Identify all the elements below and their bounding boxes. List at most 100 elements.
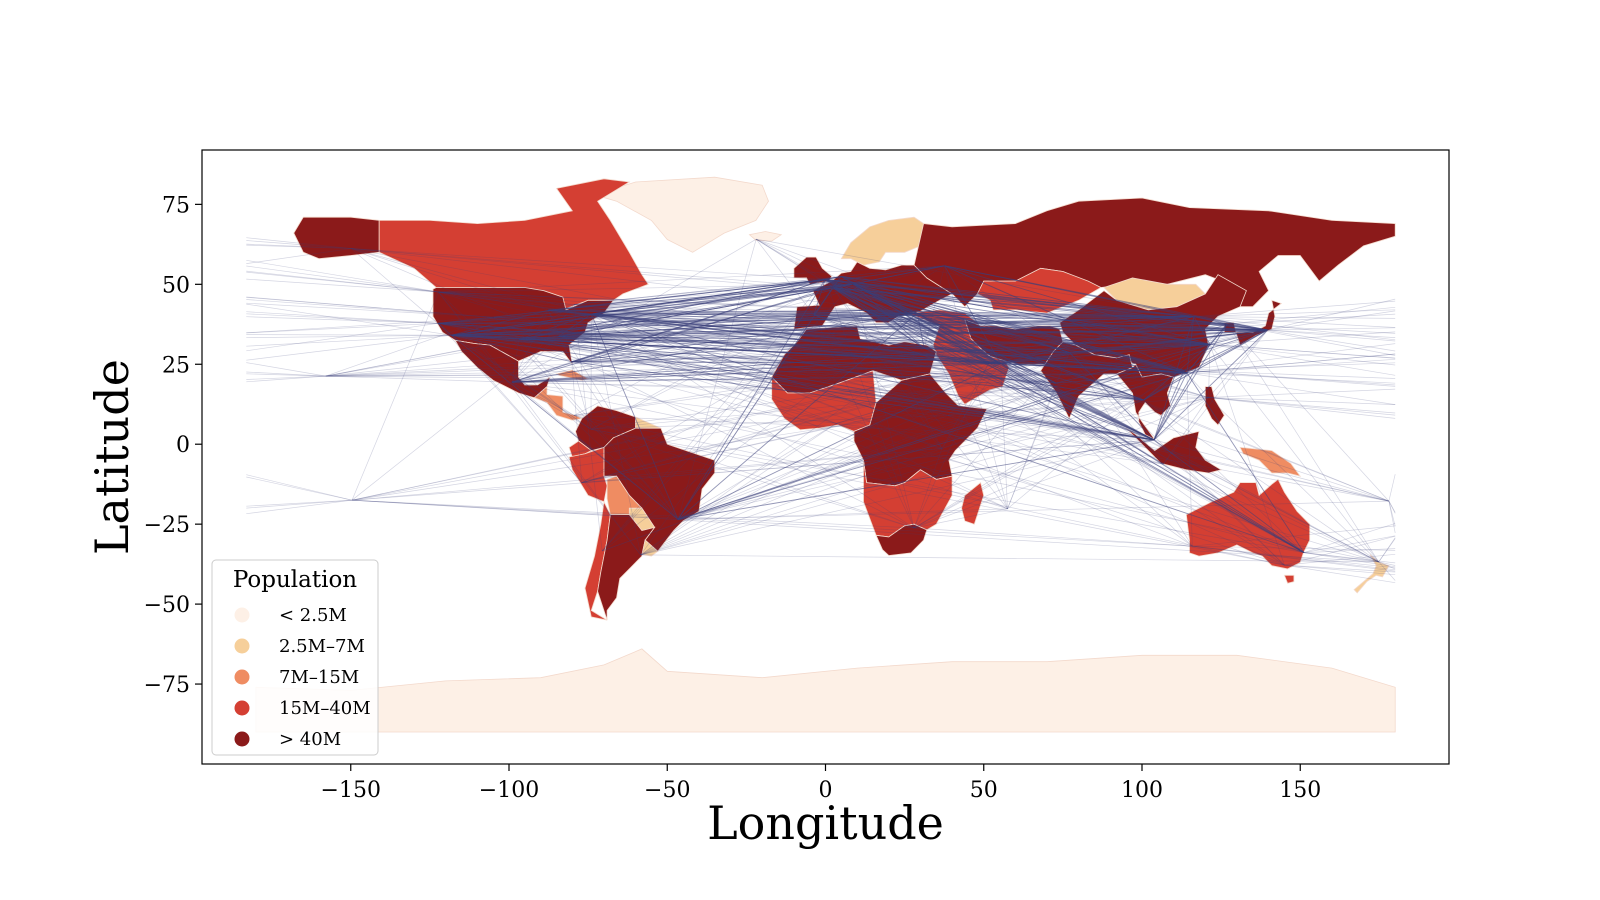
flight-route (451, 334, 679, 520)
flight-route (864, 309, 1305, 553)
flight-route (1227, 323, 1268, 331)
flight-route (1209, 344, 1379, 563)
flight-route (917, 312, 1001, 364)
flight-route (677, 500, 1389, 520)
flight-route (451, 334, 575, 416)
flight-route (832, 287, 1194, 318)
flight-route (917, 312, 1187, 374)
flight-route (1056, 343, 1211, 384)
flight-route (1378, 561, 1396, 566)
flight-route (1186, 316, 1195, 373)
legend: Population < 2.5M 2.5M–7M 7M–15M 15M–40M > 4… (211, 559, 379, 756)
flight-route (351, 248, 826, 280)
legend-swatch (234, 731, 250, 747)
flight-route (864, 309, 1001, 364)
flight-route (1153, 439, 1285, 566)
flight-route (451, 334, 1144, 401)
flight-route (1209, 323, 1228, 345)
flight-route (1208, 329, 1268, 398)
flight-route (1153, 370, 1185, 441)
flight-route (246, 375, 326, 380)
flight-route (437, 322, 452, 336)
flight-route (1056, 382, 1305, 553)
flight-route (825, 279, 1155, 441)
flight-route (351, 336, 559, 501)
flight-route (1267, 329, 1396, 338)
flight-route (640, 554, 1379, 563)
flight-route (1069, 352, 1285, 566)
flight-route (438, 291, 1057, 384)
flight-route (511, 287, 834, 383)
y-tick-label: −75 (144, 673, 190, 698)
flight-route (1388, 501, 1396, 533)
x-axis-ticks: −150 −100 −50 0 50 100 150 (321, 764, 1321, 803)
flight-route (916, 313, 925, 349)
y-axis-title: Latitude (85, 359, 139, 555)
flight-route (351, 248, 592, 315)
flight-route (574, 265, 945, 305)
flight-route (601, 283, 854, 552)
flight-route (677, 399, 1144, 520)
flight-route (518, 339, 679, 520)
flight-route (601, 382, 1057, 552)
flight-route (1193, 316, 1396, 328)
flight-route (1192, 525, 1396, 547)
flight-route (511, 381, 837, 424)
flight-route (813, 314, 1155, 441)
flight-route (351, 499, 915, 529)
flight-route (246, 311, 439, 324)
legend-swatch (234, 607, 250, 623)
flight-route (351, 329, 1268, 501)
flight-route (438, 283, 854, 293)
flight-route (590, 313, 679, 520)
flight-route (438, 322, 1389, 502)
flight-route (590, 372, 1187, 430)
flight-route (601, 287, 834, 552)
flight-route (493, 316, 1155, 441)
flight-route (1143, 399, 1379, 563)
flight-route (1183, 369, 1188, 374)
flight-route (1388, 500, 1396, 513)
flight-route (351, 248, 833, 289)
flight-route (988, 362, 1187, 374)
country-region (1283, 574, 1295, 584)
flight-route (1000, 363, 1008, 509)
flight-route (1227, 323, 1396, 356)
flight-route (1208, 397, 1396, 414)
flight-route (924, 347, 1057, 384)
flight-route (988, 316, 1194, 364)
y-tick-label: 75 (162, 193, 190, 218)
flight-route (573, 415, 1155, 441)
flight-route (548, 309, 1008, 510)
flight-route (947, 363, 1001, 416)
flight-route (924, 347, 1390, 502)
flight-route (519, 287, 833, 340)
flight-route (1000, 362, 1305, 553)
flight-route (246, 334, 452, 336)
flight-route (601, 279, 826, 552)
flight-route (438, 322, 1187, 374)
flight-route (1208, 397, 1396, 405)
flight-route (864, 309, 1155, 441)
flight-route (1153, 372, 1188, 441)
flight-route (325, 369, 1185, 377)
flight-route (1183, 370, 1209, 398)
flight-route (591, 313, 1211, 345)
x-tick-label: −150 (321, 778, 381, 803)
flight-route (548, 309, 918, 314)
flight-route (325, 287, 833, 377)
flight-route (438, 279, 826, 324)
flight-route (1378, 538, 1396, 563)
flight-route (944, 265, 1185, 371)
flight-route (438, 291, 1001, 364)
flight-route (944, 265, 1211, 345)
flight-route (840, 265, 945, 277)
flight-route (590, 283, 854, 430)
flight-route (677, 312, 918, 520)
flight-route (1284, 564, 1396, 576)
flight-route (246, 270, 439, 293)
flight-route (573, 304, 603, 552)
flight-route (246, 375, 326, 383)
flight-route (246, 316, 494, 334)
x-tick-label: 150 (1279, 778, 1321, 803)
